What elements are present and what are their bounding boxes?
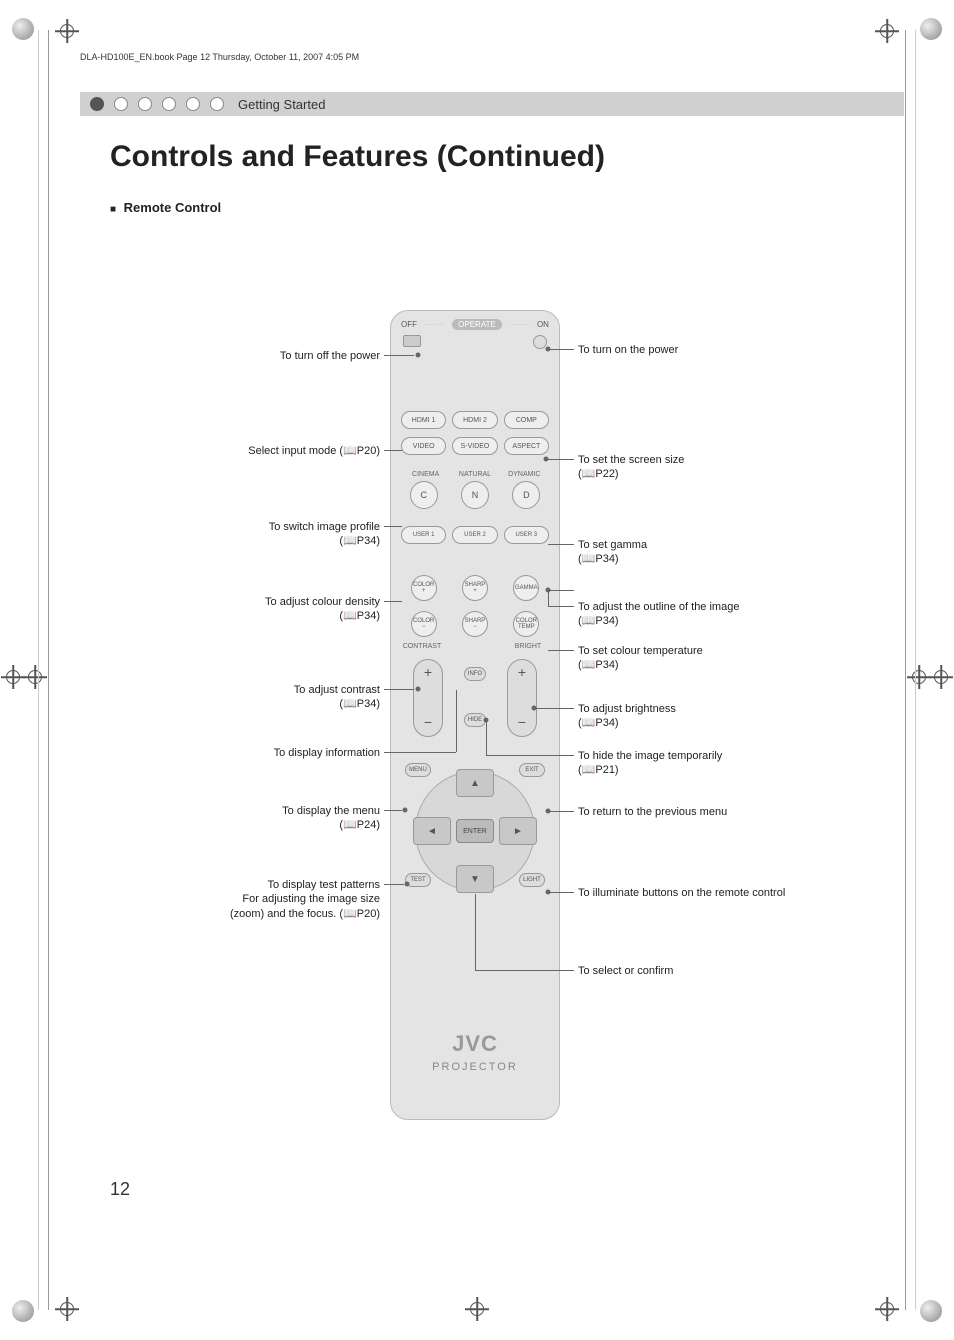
callout-hide: To hide the image temporarily (📖P21)	[578, 749, 878, 778]
callout-profile: To switch image profile (📖P34)	[130, 520, 380, 549]
dynamic-button[interactable]: D	[512, 481, 540, 509]
header-filename: DLA-HD100E_EN.book Page 12 Thursday, Oct…	[80, 52, 904, 62]
bright-label: BRIGHT	[503, 643, 553, 650]
page-subtitle: ■ Remote Control	[110, 200, 221, 215]
color-temp-button[interactable]: COLOR TEMP	[513, 611, 539, 637]
gamma-button[interactable]: GAMMA	[513, 575, 539, 601]
user3-button[interactable]: USER 3	[504, 526, 549, 544]
contrast-label: CONTRAST	[397, 643, 447, 650]
brand-subtitle: PROJECTOR	[391, 1061, 559, 1073]
hdmi2-button[interactable]: HDMI 2	[452, 411, 497, 429]
user1-button[interactable]: USER 1	[401, 526, 446, 544]
power-off-button[interactable]	[403, 335, 421, 347]
dpad: ▲ ▼ ◄ ► ENTER	[415, 771, 535, 891]
brand-logo: JVC	[391, 1031, 559, 1057]
callout-on: To turn on the power	[578, 343, 878, 357]
contrast-plus[interactable]: +	[414, 664, 442, 680]
callout-select: To select or confirm	[578, 964, 878, 978]
corner-decor	[920, 18, 942, 40]
section-dot	[114, 97, 128, 111]
dpad-right[interactable]: ►	[499, 817, 537, 845]
callout-color: To adjust colour density (📖P34)	[130, 595, 380, 624]
crop-mark	[28, 670, 42, 684]
edge-rule	[905, 30, 906, 1310]
edge-rule	[38, 30, 39, 1310]
user2-button[interactable]: USER 2	[452, 526, 497, 544]
callout-light: To illuminate buttons on the remote cont…	[578, 886, 878, 900]
comp-button[interactable]: COMP	[504, 411, 549, 429]
section-dot	[186, 97, 200, 111]
callout-exit: To return to the previous menu	[578, 805, 878, 819]
section-bar: Getting Started	[80, 92, 904, 116]
section-label: Getting Started	[238, 97, 325, 112]
dpad-down[interactable]: ▼	[456, 865, 494, 893]
corner-decor	[920, 1300, 942, 1322]
section-dot	[90, 97, 104, 111]
page-frame: DLA-HD100E_EN.book Page 12 Thursday, Oct…	[50, 30, 904, 1310]
profile-labels: CINEMA NATURAL DYNAMIC	[401, 471, 549, 478]
cinema-button[interactable]: C	[410, 481, 438, 509]
bright-minus[interactable]: −	[508, 714, 536, 730]
dpad-up[interactable]: ▲	[456, 769, 494, 797]
callout-gamma: To set gamma (📖P34)	[578, 538, 878, 567]
off-label: OFF	[401, 320, 417, 329]
contrast-minus[interactable]: −	[414, 714, 442, 730]
section-dot	[138, 97, 152, 111]
section-dot	[210, 97, 224, 111]
page-title: Controls and Features (Continued)	[110, 140, 605, 174]
sharp-plus-button[interactable]: SHARP +	[462, 575, 488, 601]
section-dot	[162, 97, 176, 111]
enter-button[interactable]: ENTER	[456, 819, 494, 843]
sharp-minus-button[interactable]: SHARP −	[462, 611, 488, 637]
operate-label: OPERATE	[452, 319, 502, 330]
bright-rocker[interactable]: + −	[507, 659, 537, 737]
callout-aspect: To set the screen size (📖P22)	[578, 453, 878, 482]
info-button[interactable]: INFO	[464, 667, 486, 681]
callout-menu: To display the menu (📖P24)	[130, 804, 380, 833]
crop-mark	[934, 670, 948, 684]
on-label: ON	[537, 320, 549, 329]
callout-contrast: To adjust contrast (📖P34)	[130, 683, 380, 712]
edge-rule	[915, 30, 916, 1310]
edge-rule	[48, 30, 49, 1310]
callout-info: To display information	[130, 746, 380, 760]
page-number: 12	[110, 1179, 130, 1200]
callout-input: Select input mode (📖P20)	[130, 444, 380, 458]
dpad-left[interactable]: ◄	[413, 817, 451, 845]
callout-off: To turn off the power	[130, 349, 380, 363]
callout-sharp: To adjust the outline of the image (📖P34…	[578, 600, 878, 629]
color-plus-button[interactable]: COLOR +	[411, 575, 437, 601]
contrast-rocker[interactable]: + −	[413, 659, 443, 737]
remote-top-labels: OFF ······· OPERATE ······· ON	[401, 319, 549, 330]
svideo-button[interactable]: S-VIDEO	[452, 437, 497, 455]
square-bullet: ■	[110, 204, 116, 215]
crop-mark	[6, 670, 20, 684]
video-button[interactable]: VIDEO	[401, 437, 446, 455]
aspect-button[interactable]: ASPECT	[504, 437, 549, 455]
callout-test: To display test patterns For adjusting t…	[130, 878, 380, 921]
callout-bright: To adjust brightness (📖P34)	[578, 702, 878, 731]
color-minus-button[interactable]: COLOR −	[411, 611, 437, 637]
corner-decor	[12, 18, 34, 40]
natural-button[interactable]: N	[461, 481, 489, 509]
corner-decor	[12, 1300, 34, 1322]
bright-plus[interactable]: +	[508, 664, 536, 680]
hdmi1-button[interactable]: HDMI 1	[401, 411, 446, 429]
remote-body: OFF ······· OPERATE ······· ON HDMI 1 HD…	[390, 310, 560, 1120]
callout-ctemp: To set colour temperature (📖P34)	[578, 644, 878, 673]
